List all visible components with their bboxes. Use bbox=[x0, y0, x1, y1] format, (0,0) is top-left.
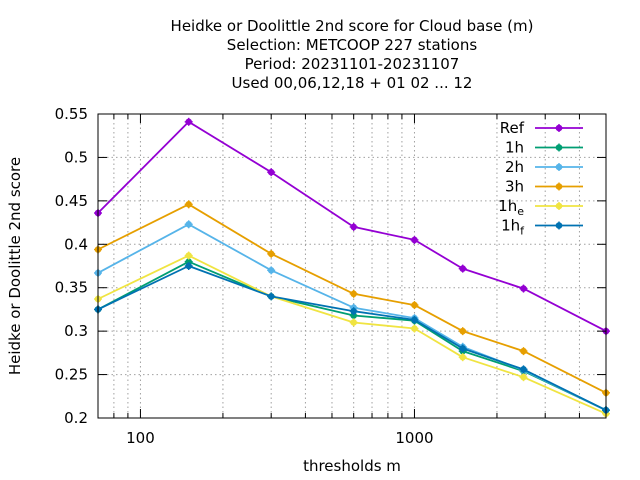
data-point-1hf bbox=[349, 307, 358, 316]
data-point-1hf bbox=[267, 292, 276, 301]
title-line-1: Heidke or Doolittle 2nd score for Cloud … bbox=[171, 17, 534, 35]
y-tick-label: 0.55 bbox=[55, 105, 88, 123]
legend-swatch-marker bbox=[555, 221, 563, 230]
axis-ticks: 0.2 0.25 0.3 0.35 0.4 0.45 0.5 0.55 100 1000 bbox=[55, 105, 606, 447]
legend-item-3h: 3h bbox=[505, 178, 583, 196]
series-area bbox=[94, 117, 610, 418]
legend-label: 1h bbox=[505, 139, 524, 157]
x-axis-label: thresholds m bbox=[303, 457, 401, 475]
legend-item-ref: Ref bbox=[500, 119, 583, 137]
data-point-ref bbox=[410, 235, 419, 244]
data-point-1hf bbox=[458, 344, 467, 353]
x-tick-label: 100 bbox=[126, 429, 155, 447]
data-point-ref bbox=[349, 222, 358, 231]
legend-swatch-marker bbox=[555, 124, 563, 132]
data-point-2h bbox=[184, 220, 193, 229]
series-1he bbox=[94, 251, 610, 418]
legend-label: 1he bbox=[498, 197, 524, 218]
data-point-2h bbox=[267, 266, 276, 275]
data-point-3h bbox=[349, 289, 358, 298]
chart-title: Heidke or Doolittle 2nd score for Cloud … bbox=[171, 17, 534, 92]
series-line-ref bbox=[97, 120, 607, 332]
data-point-ref bbox=[267, 168, 276, 177]
data-point-3h bbox=[410, 301, 419, 310]
data-point-3h bbox=[184, 200, 193, 209]
title-line-2: Selection: METCOOP 227 stations bbox=[227, 36, 478, 54]
data-point-1hf bbox=[184, 262, 193, 270]
legend-item-1hf: 1hf bbox=[501, 217, 583, 238]
data-point-1he bbox=[349, 318, 358, 327]
legend-label: Ref bbox=[500, 119, 525, 137]
y-tick-label: 0.3 bbox=[64, 322, 88, 340]
series-line-1hf bbox=[97, 265, 607, 412]
data-point-1he bbox=[458, 353, 467, 362]
y-axis-label: Heidke or Doolittle 2nd score bbox=[6, 157, 24, 375]
series-line-1h bbox=[97, 260, 607, 412]
legend-swatch-marker bbox=[555, 182, 563, 191]
data-point-3h bbox=[519, 347, 528, 356]
legend-item-1h: 1h bbox=[505, 139, 583, 157]
y-tick-label: 0.45 bbox=[55, 192, 88, 210]
series-line-3h bbox=[97, 203, 607, 394]
legend-swatch-marker bbox=[555, 202, 563, 210]
title-line-3: Period: 20231101-20231107 bbox=[245, 55, 460, 73]
legend-item-1he: 1he bbox=[498, 197, 583, 218]
data-point-1he bbox=[519, 373, 528, 382]
legend-label: 1hf bbox=[501, 217, 525, 238]
legend-label: 2h bbox=[505, 158, 524, 176]
legend-item-2h: 2h bbox=[505, 158, 583, 176]
data-point-ref bbox=[458, 264, 467, 273]
data-point-1he bbox=[184, 251, 193, 260]
legend-swatch-marker bbox=[555, 143, 563, 152]
series-1hf bbox=[94, 262, 610, 415]
legend-label: 3h bbox=[505, 178, 524, 196]
series-line-1he bbox=[97, 254, 607, 415]
data-point-ref bbox=[519, 284, 528, 293]
series-ref bbox=[94, 117, 610, 336]
data-point-1hf bbox=[519, 365, 528, 374]
data-point-ref bbox=[184, 117, 193, 126]
y-tick-label: 0.4 bbox=[64, 235, 88, 253]
data-point-3h bbox=[458, 327, 467, 336]
data-point-1hf bbox=[410, 315, 419, 324]
y-tick-label: 0.35 bbox=[55, 279, 88, 297]
series-1h bbox=[94, 257, 610, 415]
plot-frame bbox=[97, 113, 607, 419]
data-point-3h bbox=[267, 249, 276, 258]
series-3h bbox=[94, 200, 610, 397]
y-tick-label: 0.25 bbox=[55, 366, 88, 384]
legend-swatch-marker bbox=[555, 163, 563, 171]
y-tick-label: 0.5 bbox=[64, 148, 88, 166]
y-tick-label: 0.2 bbox=[64, 409, 88, 427]
x-tick-label: 1000 bbox=[395, 429, 433, 447]
data-point-1he bbox=[410, 324, 419, 333]
title-line-4: Used 00,06,12,18 + 01 02 ... 12 bbox=[232, 74, 473, 92]
